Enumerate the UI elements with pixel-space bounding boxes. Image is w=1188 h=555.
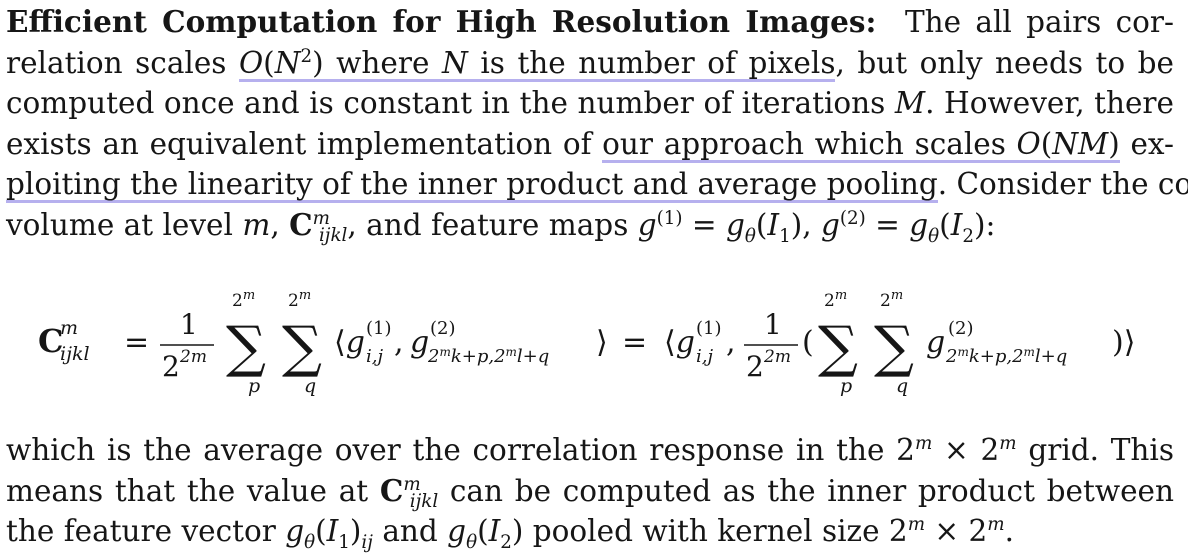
sum3-index: p	[840, 375, 852, 397]
g2-sup-1: (2)	[430, 318, 456, 339]
g2-sub-1: 2mk+p,2ml+q	[427, 345, 549, 367]
sum2-upper: 2m	[288, 288, 311, 311]
p1-line-3: computed once and is constant in the num…	[6, 86, 1174, 120]
inner-product-2: ⟨g	[664, 325, 695, 360]
p1-line-4: exists an equivalent implementation of o…	[6, 126, 1174, 163]
paren-open: (	[802, 325, 814, 360]
section-heading: Efficient Computation for High Resolutio…	[6, 4, 877, 39]
g2-sup-2: (2)	[948, 318, 974, 339]
p2-line-2: means that the value at Cmijkl can be co…	[6, 472, 1174, 513]
inner-product-1: ⟨g	[334, 325, 365, 360]
g1-sup: (1)	[366, 318, 392, 339]
cost-volume-equation: C m ijkl = 1 2 2m 2m ∑ p 2m ∑ q ⟨g (1) i…	[0, 282, 1188, 412]
paren-close: )⟩	[1112, 325, 1135, 360]
g2-1: g	[410, 325, 429, 360]
sum1-index: p	[248, 375, 260, 397]
equation-lhs-sub: ijkl	[60, 343, 90, 365]
p2-line-3: the feature vector gθ(I1)ij and gθ(I2) p…	[6, 514, 1015, 553]
sum1-symbol: ∑	[226, 315, 266, 380]
comma-1: ,	[394, 325, 404, 360]
equation-frac2-num: 1	[764, 308, 782, 341]
equation-frac1-num: 1	[180, 308, 198, 341]
equation-frac1-den-sup: 2m	[179, 347, 207, 367]
highlight-scaling-n2: O(N2) where N is the number of pixels	[238, 45, 836, 82]
sum2-symbol: ∑	[282, 315, 322, 380]
p1-line-5: ploiting the linearity of the inner prod…	[6, 167, 1188, 203]
sum4-upper: 2m	[880, 288, 903, 311]
paragraph-efficient-computation: Efficient Computation for High Resolutio…	[6, 2, 1188, 247]
highlight-scaling-nm: our approach which scales O(NM)	[602, 126, 1120, 163]
equation-equals-2: =	[622, 325, 647, 360]
equation-equals-1: =	[124, 325, 149, 360]
g2-sub-2: 2mk+p,2ml+q	[945, 345, 1067, 367]
inner-product-close-1: ⟩	[596, 325, 608, 360]
g1-sub: i,j	[366, 346, 383, 367]
sum4-index: q	[896, 375, 908, 397]
highlight-linearity: ploiting the linearity of the inner prod…	[6, 167, 938, 203]
sum3-symbol: ∑	[818, 315, 858, 380]
sum1-upper: 2m	[232, 288, 255, 311]
sum2-index: q	[304, 375, 316, 397]
p2-line-1: which is the average over the correlatio…	[6, 433, 1175, 467]
equation-frac2-den: 2	[746, 350, 764, 383]
equation-frac2-den-sup: 2m	[763, 347, 791, 367]
p1-line-6: volume at level m, Cmijkl, and feature m…	[6, 206, 996, 247]
g1-sup-2: (1)	[696, 318, 722, 339]
g2-2: g	[926, 325, 945, 360]
sum3-upper: 2m	[824, 288, 847, 311]
paragraph-average-explanation: which is the average over the correlatio…	[6, 430, 1174, 552]
p1-line-1: Efficient Computation for High Resolutio…	[6, 4, 1174, 39]
p1-line-2: relation scales O(N2) where N is the num…	[6, 45, 1174, 82]
g1-sub-2: i,j	[696, 346, 713, 367]
equation-lhs-sup: m	[60, 317, 78, 339]
equation-lhs-c: C	[38, 322, 63, 360]
equation-frac1-den: 2	[162, 350, 180, 383]
comma-2: ,	[726, 325, 736, 360]
sum4-symbol: ∑	[874, 315, 914, 380]
